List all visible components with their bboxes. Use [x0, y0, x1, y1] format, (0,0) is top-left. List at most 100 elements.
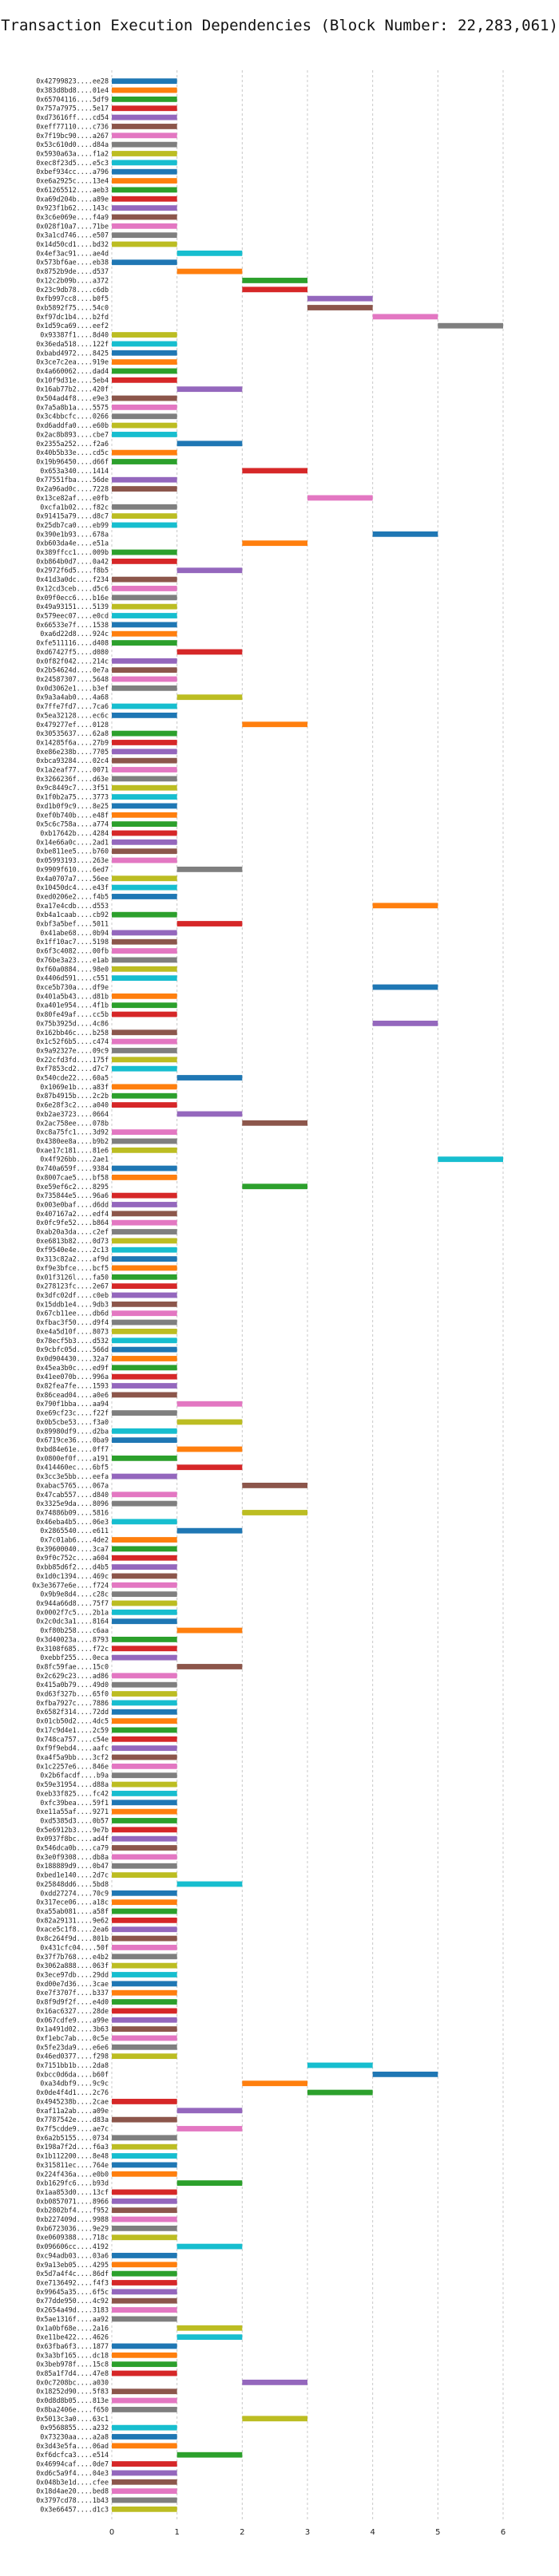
y-tick-label: 0x1a491d02....3b63	[36, 2025, 109, 2033]
bar	[112, 2307, 177, 2313]
bar	[112, 595, 177, 601]
bar	[112, 1781, 177, 1788]
y-tick-label: 0x573bf6ae....eb38	[36, 259, 109, 267]
bar	[112, 1500, 177, 1507]
y-tick-label: 0x14e66a0c....2ad1	[36, 838, 109, 846]
bar	[112, 1899, 177, 1906]
bar	[112, 359, 177, 365]
bar	[372, 2071, 438, 2077]
bar	[112, 2171, 177, 2177]
y-tick-label: 0xe59ef6c2....8295	[36, 1183, 109, 1191]
bar	[112, 1383, 177, 1389]
y-tick-label: 0x91415a79....d8c7	[36, 512, 109, 520]
y-tick-label: 0x13ce82af....e0fb	[36, 494, 109, 502]
y-tick-label: 0x7787542e....d83a	[36, 2116, 109, 2124]
bar	[112, 1337, 177, 1344]
bar	[438, 322, 503, 329]
y-tick-label: 0xa69d204b....a89e	[36, 195, 109, 203]
y-tick-label: 0x18252d90....5f83	[36, 2388, 109, 2396]
bar	[307, 305, 373, 310]
y-tick-label: 0x2ac758ee....078b	[36, 1119, 109, 1127]
bar	[112, 1202, 177, 1207]
y-tick-label: 0x003e0baf....d6dd	[36, 1200, 109, 1208]
y-tick-label: 0xe6a2925c....13e4	[36, 177, 109, 185]
bar	[112, 1908, 177, 1914]
y-tick-label: 0x317ece06....a18c	[36, 1898, 109, 1906]
bar	[112, 196, 177, 202]
y-tick-label: 0xcfa1b02....f82c	[40, 503, 109, 511]
y-tick-label: 0x0b5cbe53....f3a0	[36, 1418, 109, 1426]
y-tick-label: 0x2c0dc3a1....8164	[36, 1618, 109, 1626]
bar	[112, 449, 177, 456]
bar	[112, 1283, 177, 1290]
y-tick-label: 0xfba7927c....7886	[36, 1699, 109, 1707]
bar	[112, 749, 177, 755]
bar	[112, 1092, 177, 1099]
bar	[112, 232, 177, 239]
y-tick-label: 0x42799823....ee28	[36, 77, 109, 85]
bar	[372, 903, 438, 909]
bar	[112, 522, 177, 528]
bar	[112, 1555, 177, 1561]
bar	[112, 1011, 177, 1017]
bar	[112, 1084, 177, 1090]
y-tick-label: 0xfbac3f50....d9f4	[36, 1318, 109, 1326]
y-tick-label: 0x067cdfe9....a99e	[36, 2016, 109, 2024]
bar	[242, 2379, 307, 2385]
y-tick-label: 0x8007cae5....bf58	[36, 1173, 109, 1181]
bar	[112, 1700, 177, 1706]
bar	[112, 1519, 177, 1525]
y-tick-label: 0x41d3a0dc....f234	[36, 575, 109, 583]
bar	[112, 2370, 177, 2376]
y-tick-label: 0x5d7a4f4c....86df	[36, 2270, 109, 2278]
bar	[112, 685, 177, 691]
bar	[112, 2407, 177, 2412]
bar	[112, 241, 177, 247]
y-tick-label: 0xd00e7d36....3cae	[36, 1980, 109, 1988]
y-tick-label: 0xfe511116....d408	[36, 639, 109, 647]
bar	[112, 87, 177, 93]
y-tick-label: 0x30535637....62a8	[36, 729, 109, 737]
y-tick-label: 0xa34dbf9....9c9c	[40, 2080, 109, 2088]
bar	[112, 1029, 177, 1036]
bar	[112, 178, 177, 184]
y-tick-label: 0x9b9e8d4....c28c	[40, 1590, 109, 1598]
y-tick-label: 0x66533e7f....1538	[36, 621, 109, 629]
chart-title: Transaction Execution Dependencies (Bloc…	[1, 17, 558, 34]
y-tick-label: 0xdd27274....70c9	[40, 1889, 109, 1897]
y-tick-label: 0xe6813b82....0d73	[36, 1237, 109, 1245]
y-tick-label: 0x198a7f2d....f6a3	[36, 2143, 109, 2151]
y-tick-label: 0x0002f7c5....2b1a	[36, 1608, 109, 1616]
y-tick-label: 0xe0609388....718c	[36, 2234, 109, 2242]
y-tick-label: 0x1c52f6b5....c474	[36, 1037, 109, 1045]
y-tick-label: 0xf9e3bfce....bcf5	[36, 1264, 109, 1272]
y-tick-label: 0x99645a35....6f5c	[36, 2288, 109, 2296]
bar	[112, 2189, 177, 2195]
bar	[112, 413, 177, 420]
bar	[112, 124, 177, 129]
bar	[112, 1274, 177, 1280]
y-tick-label: 0x944a66d8....75f7	[36, 1599, 109, 1607]
y-tick-label: 0x77551fba....56de	[36, 476, 109, 484]
bar	[112, 476, 177, 483]
bar	[112, 513, 177, 520]
bar	[112, 1365, 177, 1371]
bar	[242, 1120, 307, 1126]
y-tick-label: 0xbe811ee5....b760	[36, 847, 109, 855]
y-tick-label: 0x36eda518....122f	[36, 340, 109, 348]
y-tick-label: 0x78ecf5b3....d532	[36, 1337, 109, 1345]
y-tick-label: 0x383d8bd8....01e4	[36, 86, 109, 94]
y-tick-label: 0x23c9db78....c6db	[36, 286, 109, 294]
bar	[112, 1410, 177, 1416]
bar	[112, 830, 177, 836]
bar	[112, 1437, 177, 1444]
y-tick-label: 0x9f0c752c....a604	[36, 1554, 109, 1562]
bar	[112, 1256, 177, 1262]
bar	[112, 2153, 177, 2159]
x-tick-label: 6	[501, 2528, 505, 2537]
y-tick-label: 0x0937f8bc....ad4f	[36, 1835, 109, 1843]
y-tick-label: 0xace5c1f8....2ea6	[36, 1926, 109, 1934]
bar	[112, 1681, 177, 1688]
bar	[112, 1392, 177, 1398]
y-tick-label: 0x3a3bf165....dc18	[36, 2351, 109, 2359]
